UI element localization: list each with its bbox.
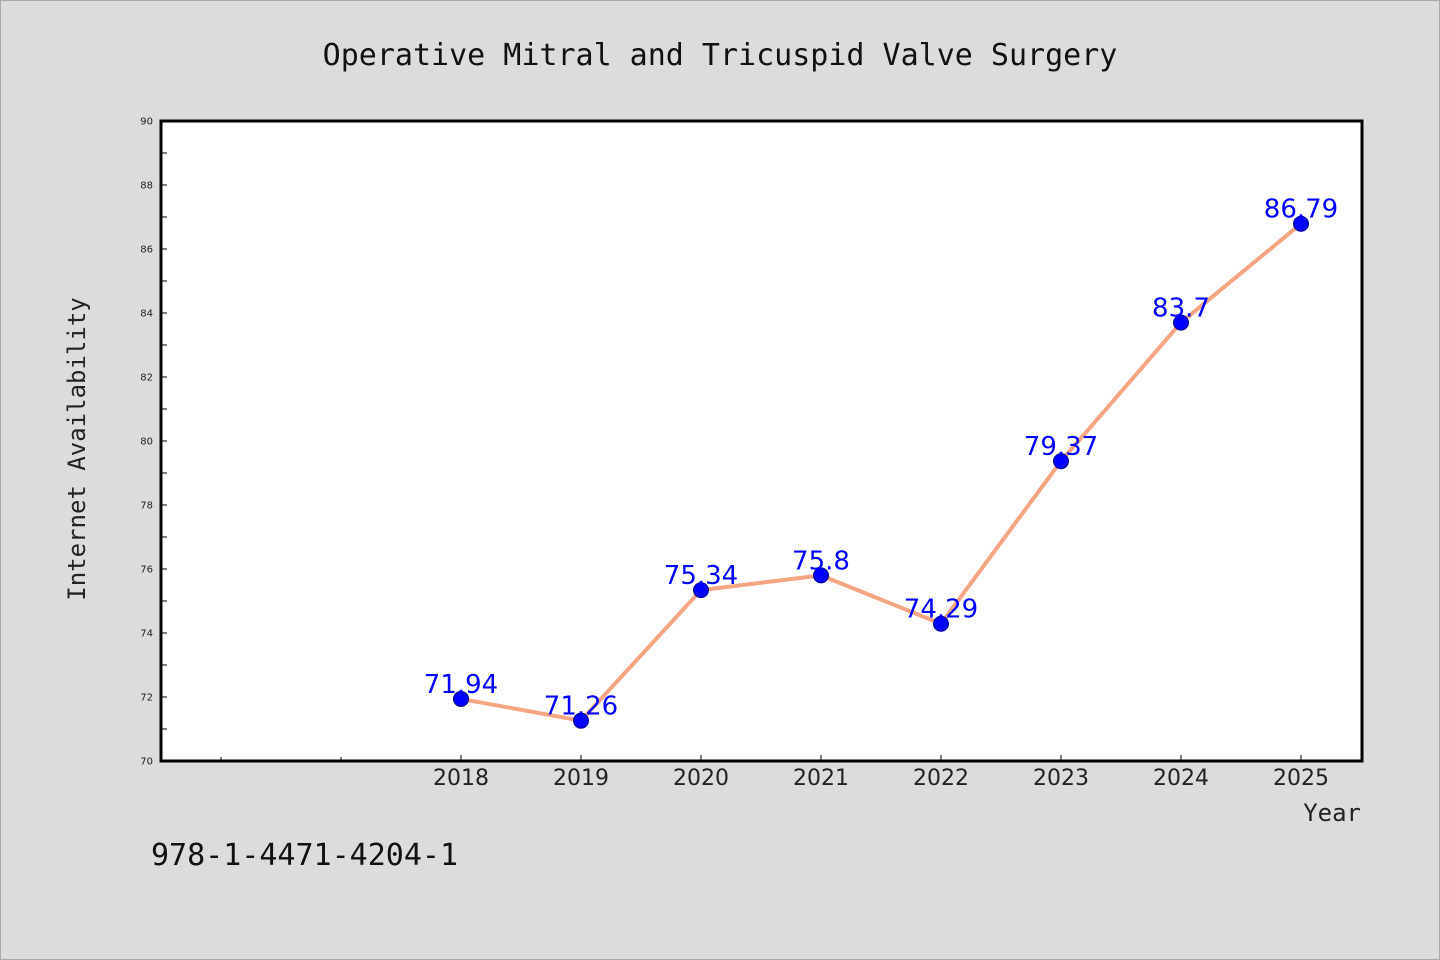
y-tick-label: 74 — [140, 629, 153, 640]
data-point — [933, 615, 949, 632]
y-tick-label: 80 — [140, 437, 153, 448]
x-tick-label: 2019 — [553, 766, 609, 791]
data-label: 83.7 — [1152, 294, 1210, 324]
isbn-text: 978-1-4471-4204-1 — [151, 838, 458, 873]
data-point — [1293, 215, 1309, 232]
x-tick-label: 2020 — [673, 766, 729, 791]
x-tick-label: 2023 — [1033, 766, 1089, 791]
data-label: 75.8 — [792, 546, 850, 576]
data-label: 74.29 — [904, 595, 978, 625]
data-label: 75.34 — [664, 561, 738, 591]
y-tick-label: 78 — [140, 501, 153, 512]
x-axis: 2018 2019 2020 2021 2022 2023 2024 2025 — [220, 755, 1329, 791]
x-tick-label: 2018 — [433, 766, 489, 791]
y-tick-label: 82 — [140, 373, 153, 384]
y-axis-label: Internet Availability — [63, 297, 91, 600]
data-point — [453, 690, 469, 707]
y-tick-label: 84 — [140, 309, 153, 320]
y-tick-label: 76 — [140, 565, 153, 576]
x-tick-label: 2021 — [793, 766, 849, 791]
series-line — [459, 221, 1303, 723]
data-point — [1173, 314, 1189, 331]
x-axis-label: Year — [1303, 799, 1361, 827]
data-label: 79.37 — [1024, 432, 1098, 462]
y-tick-label: 90 — [140, 117, 153, 128]
data-label: 86.79 — [1264, 195, 1338, 225]
x-tick-label: 2024 — [1153, 766, 1209, 791]
y-tick-label: 72 — [140, 693, 153, 704]
y-tick-label: 88 — [140, 181, 153, 192]
data-label: 71.94 — [424, 670, 498, 700]
data-label: 71.26 — [544, 692, 618, 722]
x-tick-label: 2022 — [913, 766, 969, 791]
series-line-group: 71.94 71.26 75.34 75.8 74.29 79.37 83.7 86.79 — [424, 195, 1338, 729]
x-tick-label: 2025 — [1273, 766, 1329, 791]
y-axis: 70 72 74 76 78 80 82 84 86 88 90 — [140, 117, 167, 768]
y-tick-label: 70 — [140, 757, 153, 768]
data-point — [813, 567, 829, 584]
data-point — [693, 582, 709, 599]
y-tick-label: 86 — [140, 245, 153, 256]
data-point — [1053, 453, 1069, 470]
plot-area — [159, 119, 1364, 763]
chart-title: Operative Mitral and Tricuspid Valve Sur… — [323, 38, 1118, 73]
data-point — [573, 712, 589, 729]
